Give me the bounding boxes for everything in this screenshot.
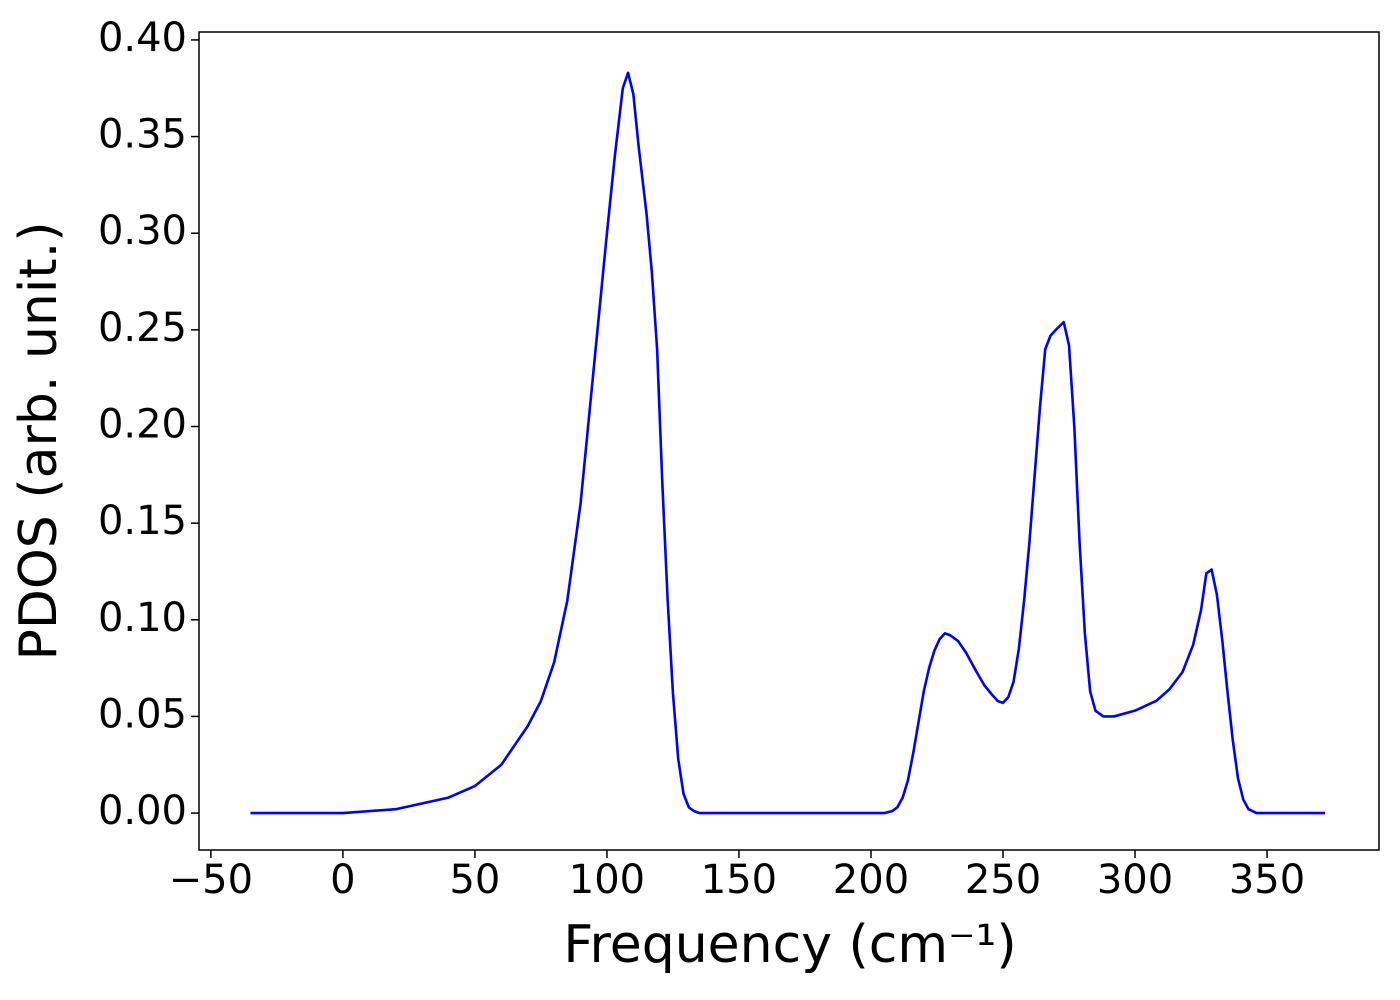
x-tick-label: −50 (169, 857, 253, 903)
y-tick-label: 0.10 (98, 595, 187, 641)
y-tick-label: 0.15 (98, 498, 187, 544)
y-tick-label: 0.25 (98, 305, 187, 351)
x-tick-label: 150 (701, 857, 777, 903)
x-tick-label: 0 (330, 857, 355, 903)
x-tick-label: 50 (449, 857, 500, 903)
x-tick-label: 250 (965, 857, 1041, 903)
y-tick-label: 0.00 (98, 788, 187, 834)
y-tick-label: 0.05 (98, 691, 187, 737)
x-tick-label: 350 (1229, 857, 1305, 903)
x-tick-label: 200 (833, 857, 909, 903)
y-tick-label: 0.30 (98, 208, 187, 254)
data-line (250, 71, 1326, 815)
x-axis-label: Frequency (cm⁻¹) (563, 915, 1016, 975)
y-tick-label: 0.20 (98, 402, 187, 448)
y-axis-label: PDOS (arb. unit.) (9, 221, 69, 660)
y-tick-label: 0.40 (98, 15, 187, 61)
plot-frame (198, 31, 1380, 851)
x-tick-label: 100 (569, 857, 645, 903)
x-tick-label: 300 (1097, 857, 1173, 903)
y-tick-label: 0.35 (98, 112, 187, 158)
